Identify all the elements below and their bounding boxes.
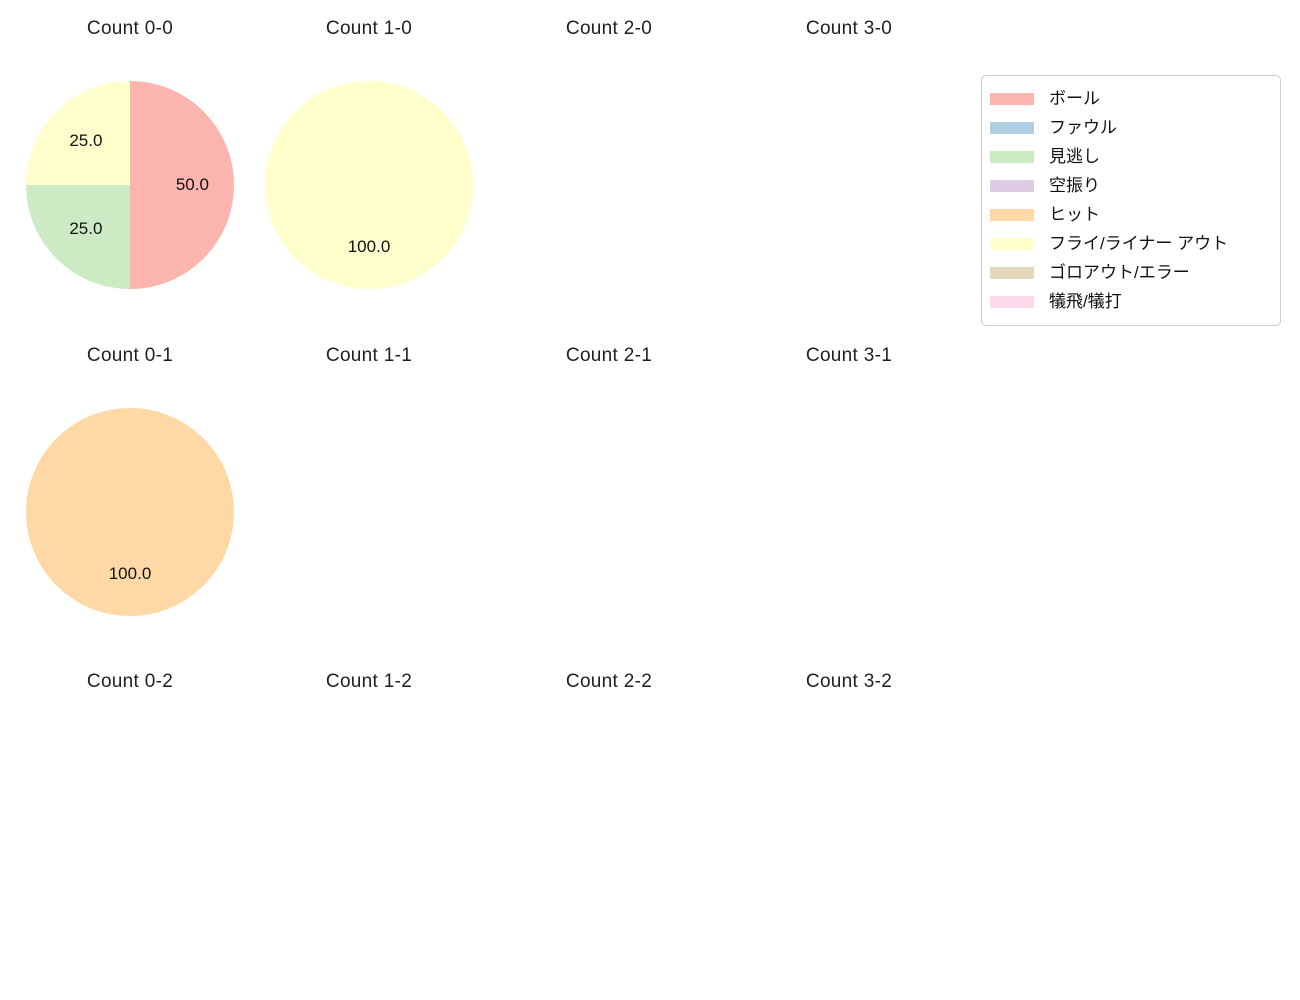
legend-box: ボール ファウル 見逃し 空振り ヒット フライ/ライナー アウト ゴロアウト/… — [981, 75, 1281, 326]
subplot-title: Count 3-0 — [805, 18, 893, 39]
subplot-title: Count 2-0 — [565, 18, 653, 39]
legend-item-groundout-error: ゴロアウト/エラー — [990, 261, 1268, 285]
subplot-count-2-1: Count 2-1 — [489, 327, 729, 627]
subplot-title: Count 3-1 — [805, 345, 893, 366]
legend-swatch-groundout-error — [990, 267, 1034, 279]
subplot-title: Count 0-1 — [86, 345, 174, 366]
legend-label: 犠飛/犠打 — [1049, 292, 1122, 311]
pie-chart — [26, 408, 234, 616]
subplot-title: Count 1-2 — [325, 671, 413, 692]
subplot-title: Count 1-0 — [325, 18, 413, 39]
subplot-title: Count 1-1 — [325, 345, 413, 366]
pie-percent-label: 50.0 — [175, 175, 209, 194]
pie-percent-label: 25.0 — [69, 219, 103, 239]
legend-label: ヒット — [1049, 205, 1100, 224]
legend-item-foul: ファウル — [990, 116, 1268, 140]
pie-percent-label: 100.0 — [108, 564, 152, 584]
subplot-count-2-0: Count 2-0 — [489, 0, 729, 300]
subplot-title: Count 2-1 — [565, 345, 653, 366]
legend-label: ファウル — [1049, 118, 1117, 137]
pie-percent-label: 25.0 — [69, 130, 103, 150]
legend-item-called-strike: 見逃し — [990, 145, 1268, 169]
subplot-count-3-0: Count 3-0 — [729, 0, 969, 300]
subplot-count-1-1: Count 1-1 — [249, 327, 489, 627]
legend-swatch-hit — [990, 209, 1034, 221]
legend-swatch-called-strike — [990, 151, 1034, 163]
subplot-count-0-2: Count 0-2 — [10, 653, 250, 953]
legend-swatch-ball — [990, 93, 1034, 105]
legend-label: 見逃し — [1049, 147, 1100, 166]
legend-item-sacrifice: 犠飛/犠打 — [990, 290, 1268, 314]
subplot-title: Count 3-2 — [805, 671, 893, 692]
legend-swatch-foul — [990, 122, 1034, 134]
subplot-title: Count 0-2 — [86, 671, 174, 692]
legend-item-fly-liner-out: フライ/ライナー アウト — [990, 232, 1268, 256]
legend-swatch-swinging-strike — [990, 180, 1034, 192]
legend-item-swinging-strike: 空振り — [990, 174, 1268, 198]
pie-chart — [26, 81, 234, 289]
subplot-count-2-2: Count 2-2 — [489, 653, 729, 953]
subplot-count-3-2: Count 3-2 — [729, 653, 969, 953]
pie-percent-label: 100.0 — [347, 237, 391, 257]
subplot-count-3-1: Count 3-1 — [729, 327, 969, 627]
legend-label: ゴロアウト/エラー — [1049, 263, 1190, 282]
subplot-title: Count 2-2 — [565, 671, 653, 692]
subplot-count-1-2: Count 1-2 — [249, 653, 489, 953]
legend-label: フライ/ライナー アウト — [1049, 234, 1229, 253]
subplot-count-0-0: Count 0-0 50.0 25.0 25.0 — [10, 0, 250, 300]
legend-swatch-sacrifice — [990, 296, 1034, 308]
legend-label: 空振り — [1049, 176, 1100, 195]
legend-label: ボール — [1049, 89, 1100, 108]
subplot-title: Count 0-0 — [86, 18, 174, 39]
subplot-count-1-0: Count 1-0 100.0 — [249, 0, 489, 300]
pie-chart — [265, 81, 473, 289]
legend-item-ball: ボール — [990, 87, 1268, 111]
legend-swatch-fly-liner-out — [990, 238, 1034, 250]
subplot-count-0-1: Count 0-1 100.0 — [10, 327, 250, 627]
legend-item-hit: ヒット — [990, 203, 1268, 227]
